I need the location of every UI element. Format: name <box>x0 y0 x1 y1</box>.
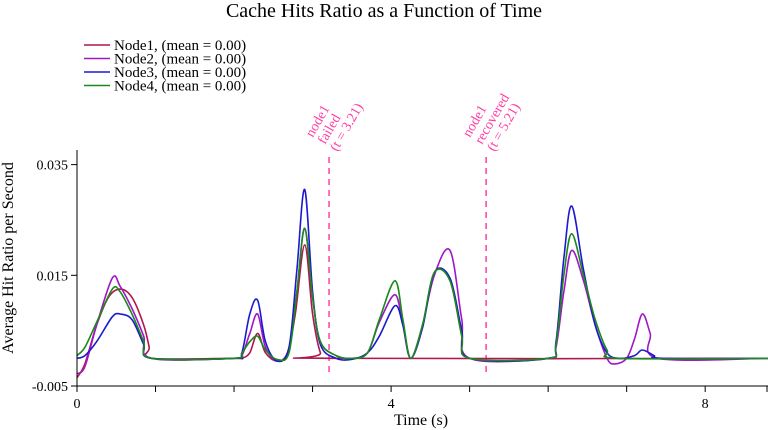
y-tick-label: 0.035 <box>37 159 69 174</box>
series-lines <box>76 188 768 379</box>
y-tick-label: 0.015 <box>37 269 69 284</box>
legend-label-2: Node2, (mean = 0.00) <box>114 52 246 68</box>
series-line-1 <box>76 244 768 379</box>
x-tick-label: 4 <box>388 397 395 412</box>
series-line-3 <box>76 188 768 363</box>
series-line-2 <box>76 227 768 375</box>
y-axis-title: Average Hit Ratio per Second <box>0 162 17 354</box>
y-tick-label: -0.005 <box>32 380 68 395</box>
axes: -0.005 0.015 0.035 0 4 8 <box>32 150 768 412</box>
x-tick-label: 0 <box>74 397 81 412</box>
legend: Node1, (mean = 0.00)Node2, (mean = 0.00)… <box>84 38 246 95</box>
x-tick-label: 8 <box>702 397 709 412</box>
legend-label-4: Node4, (mean = 0.00) <box>114 79 246 95</box>
legend-label-3: Node3, (mean = 0.00) <box>114 65 246 81</box>
x-axis-title: Time (s) <box>394 412 448 429</box>
chart-title: Cache Hits Ratio as a Function of Time <box>226 0 542 22</box>
series-line-4 <box>76 227 768 362</box>
legend-label-1: Node1, (mean = 0.00) <box>114 38 246 54</box>
